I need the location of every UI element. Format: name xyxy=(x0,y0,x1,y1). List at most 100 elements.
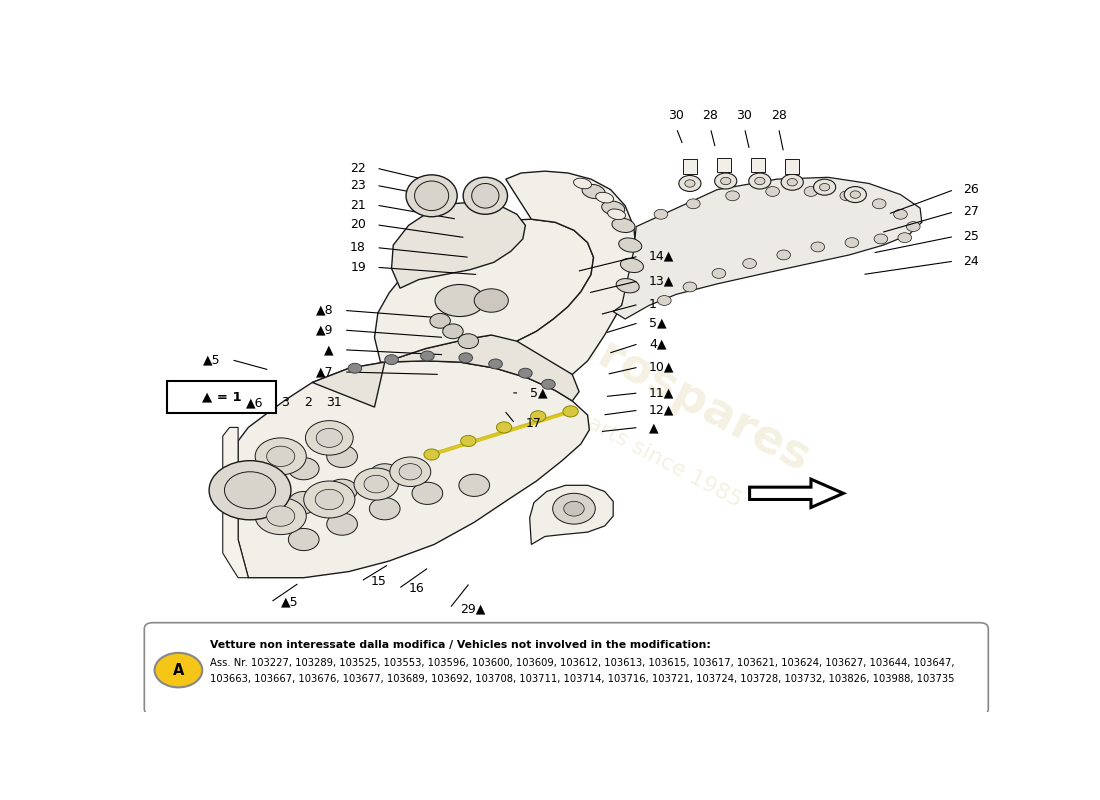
Circle shape xyxy=(777,250,791,260)
Circle shape xyxy=(820,183,829,191)
Polygon shape xyxy=(530,486,613,545)
Circle shape xyxy=(715,173,737,189)
Circle shape xyxy=(385,354,398,365)
Text: Ass. Nr. 103227, 103289, 103525, 103553, 103596, 103600, 103609, 103612, 103613,: Ass. Nr. 103227, 103289, 103525, 103553,… xyxy=(210,658,955,668)
Polygon shape xyxy=(749,479,844,507)
Ellipse shape xyxy=(434,285,484,317)
Circle shape xyxy=(442,324,463,338)
Text: 27: 27 xyxy=(962,206,979,218)
Polygon shape xyxy=(392,202,526,288)
Text: ▲ = 1: ▲ = 1 xyxy=(202,390,242,404)
Text: 28: 28 xyxy=(771,109,786,122)
Text: 19: 19 xyxy=(350,261,366,274)
Circle shape xyxy=(685,180,695,187)
Circle shape xyxy=(327,479,358,502)
Text: 14▲: 14▲ xyxy=(649,250,674,262)
Text: 11▲: 11▲ xyxy=(649,386,674,399)
Text: ▲: ▲ xyxy=(649,421,659,434)
Polygon shape xyxy=(312,335,579,407)
Circle shape xyxy=(845,238,859,247)
Ellipse shape xyxy=(607,209,626,219)
Text: 13▲: 13▲ xyxy=(649,274,674,287)
Polygon shape xyxy=(238,361,590,578)
Circle shape xyxy=(874,234,888,244)
Text: ▲: ▲ xyxy=(324,343,333,356)
Circle shape xyxy=(266,446,295,466)
Circle shape xyxy=(370,464,400,486)
Circle shape xyxy=(679,175,701,191)
Circle shape xyxy=(530,410,546,422)
Circle shape xyxy=(316,490,343,510)
Bar xyxy=(683,159,696,174)
Circle shape xyxy=(906,222,920,231)
Circle shape xyxy=(742,258,757,269)
Circle shape xyxy=(766,186,780,197)
Text: 23: 23 xyxy=(350,179,366,192)
Text: 15: 15 xyxy=(371,575,387,588)
Polygon shape xyxy=(222,427,249,578)
Text: a parts since 1985: a parts since 1985 xyxy=(553,396,745,510)
Text: 1: 1 xyxy=(649,298,657,310)
Circle shape xyxy=(683,282,696,292)
Text: 5▲: 5▲ xyxy=(649,316,667,329)
Circle shape xyxy=(304,481,355,518)
Circle shape xyxy=(420,351,434,361)
Circle shape xyxy=(327,513,358,535)
Ellipse shape xyxy=(415,181,449,210)
Circle shape xyxy=(755,178,764,185)
Circle shape xyxy=(399,464,421,480)
Ellipse shape xyxy=(472,183,499,208)
Circle shape xyxy=(893,210,907,219)
Circle shape xyxy=(430,314,450,328)
Text: 17: 17 xyxy=(526,418,541,430)
Text: 24: 24 xyxy=(962,254,979,267)
Text: Vetture non interessate dalla modifica / Vehicles not involved in the modificati: Vetture non interessate dalla modifica /… xyxy=(210,641,711,650)
Circle shape xyxy=(316,428,342,447)
Text: 12▲: 12▲ xyxy=(649,404,674,417)
Text: 103663, 103667, 103676, 103677, 103689, 103692, 103708, 103711, 103714, 103716, : 103663, 103667, 103676, 103677, 103689, … xyxy=(210,674,955,684)
Text: ▲6: ▲6 xyxy=(246,396,264,410)
Circle shape xyxy=(154,653,202,687)
Circle shape xyxy=(488,359,503,369)
Circle shape xyxy=(844,186,867,202)
Text: 22: 22 xyxy=(350,162,366,174)
Ellipse shape xyxy=(612,218,635,233)
Text: ▲7: ▲7 xyxy=(316,366,333,378)
Circle shape xyxy=(850,191,860,198)
FancyBboxPatch shape xyxy=(167,382,276,414)
Circle shape xyxy=(370,498,400,520)
Polygon shape xyxy=(506,171,636,374)
Text: 10▲: 10▲ xyxy=(649,361,674,374)
Circle shape xyxy=(389,457,431,486)
Ellipse shape xyxy=(406,175,458,217)
Circle shape xyxy=(364,475,388,493)
Ellipse shape xyxy=(573,178,592,189)
Circle shape xyxy=(872,199,886,209)
Text: 25: 25 xyxy=(962,230,979,243)
Text: ▲8: ▲8 xyxy=(316,304,333,317)
Text: 28: 28 xyxy=(703,109,718,122)
Circle shape xyxy=(459,474,490,496)
Ellipse shape xyxy=(463,178,507,214)
Circle shape xyxy=(224,472,276,509)
Circle shape xyxy=(563,502,584,516)
Bar xyxy=(751,158,764,172)
Text: 3: 3 xyxy=(282,396,289,410)
Circle shape xyxy=(726,191,739,201)
Circle shape xyxy=(412,482,442,505)
Circle shape xyxy=(898,233,912,242)
Text: 30: 30 xyxy=(669,109,684,122)
Circle shape xyxy=(354,468,398,500)
Circle shape xyxy=(459,353,473,362)
Circle shape xyxy=(496,422,512,433)
Circle shape xyxy=(288,529,319,550)
Bar xyxy=(717,158,730,172)
Circle shape xyxy=(686,199,701,209)
Text: 2: 2 xyxy=(305,396,312,410)
Circle shape xyxy=(266,506,295,526)
Ellipse shape xyxy=(582,184,605,198)
Circle shape xyxy=(563,406,579,417)
Polygon shape xyxy=(613,178,922,319)
Circle shape xyxy=(712,269,726,278)
FancyBboxPatch shape xyxy=(144,622,988,715)
